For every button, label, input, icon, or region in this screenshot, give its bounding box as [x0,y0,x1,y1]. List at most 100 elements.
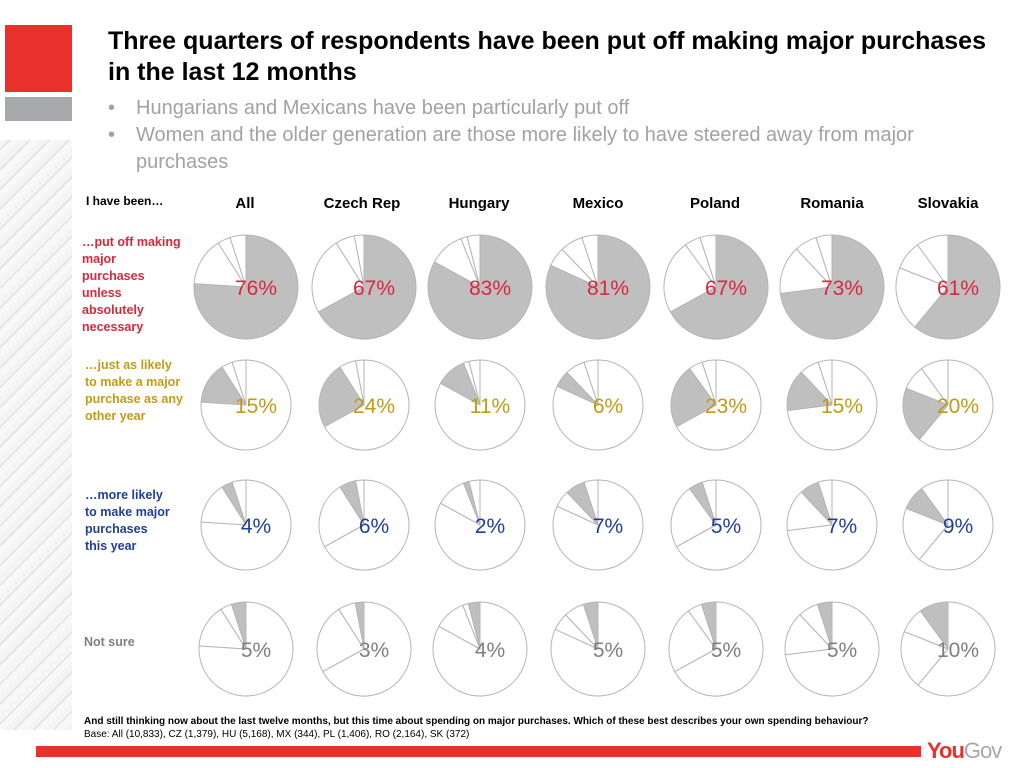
pie-value-label: 5% [827,639,857,662]
pie-value-label: 15% [235,395,277,418]
pie-slice-just-as-likely-to-make-a [670,487,717,548]
pie-slice-just-as-likely-to-make-a [193,242,247,288]
pie-value-label: 7% [827,515,857,538]
pie-czech-rep-row-1: 67% [311,234,417,340]
pie-slice-put-off-making-major-pur [918,479,994,571]
bullet-item: Hungarians and Mexicans have been partic… [108,95,988,122]
pie-slice-just-as-likely-to-make-a [902,507,949,561]
pie-value-label: 6% [593,395,623,418]
row-label-not-sure: Not sure [84,635,135,649]
base-sizes: Base: All (10,833), CZ (1,379), HU (5,16… [84,729,470,740]
pie-slice-put-off-making-major-pur [779,234,885,340]
pie-value-label: 23% [705,395,747,418]
pie-poland-row-1: 67% [663,234,769,340]
pie-value-label: 24% [353,395,395,418]
yougov-logo: YouGov [927,738,1002,764]
pie-slice-put-off-making-major-pur [675,479,762,571]
pie-poland-row-4: 5% [668,601,764,697]
pie-value-label: 10% [937,639,979,662]
pie-slice-put-off-making-major-pur [434,359,526,451]
pie-mexico-row-3: 7% [552,479,644,571]
pie-slovakia-row-1: 61% [895,234,1001,340]
pie-slice-just-as-likely-to-make-a [902,387,949,441]
logo-gov: Gov [963,738,1002,763]
pie-mexico-row-4: 5% [550,601,646,697]
pie-value-label: 61% [937,277,979,300]
column-header-hungary: Hungary [448,195,510,212]
pie-slice-just-as-likely-to-make-a [318,486,365,548]
footer-bar [36,746,921,757]
pie-slice-put-off-making-major-pur [917,601,996,697]
pie-slice-put-off-making-major-pur [914,234,1001,340]
pie-slice-put-off-making-major-pur [322,601,412,697]
column-header-poland: Poland [689,195,740,212]
column-header-slovakia: Slovakia [917,195,979,212]
pie-romania-row-3: 7% [786,479,878,571]
pie-value-label: 6% [359,515,389,538]
pie-slice-put-off-making-major-pur [200,479,292,571]
pie-slice-just-as-likely-to-make-a [311,242,365,313]
pie-poland-row-2: 23% [670,359,762,451]
bullet-item: Women and the older generation are those… [108,122,988,176]
pie-all-row-2: 15% [200,359,292,451]
pie-value-label: 5% [241,639,271,662]
pie-value-label: 67% [353,277,395,300]
pie-value-label: 3% [359,639,389,662]
pie-slice-put-off-making-major-pur [323,479,410,571]
pie-slice-just-as-likely-to-make-a [318,366,365,428]
pie-slice-put-off-making-major-pur [552,479,644,571]
pie-slice-put-off-making-major-pur [552,359,644,451]
pie-all-row-4: 5% [198,601,294,697]
pie-poland-row-3: 5% [670,479,762,571]
pie-slice-put-off-making-major-pur [918,359,994,451]
pie-hungary-row-3: 2% [434,479,526,571]
pie-value-label: 67% [705,277,747,300]
pie-value-label: 5% [593,639,623,662]
pie-slice-put-off-making-major-pur [675,359,762,451]
row-label-just-as-likely: …just as likely to make a major purchase… [85,358,183,423]
pie-slovakia-row-3: 9% [902,479,994,571]
pie-slice-put-off-making-major-pur [432,601,528,697]
column-header-mexico: Mexico [572,195,624,212]
pie-slice-put-off-making-major-pur [784,601,880,697]
pie-slice-put-off-making-major-pur [786,479,878,571]
pie-slice-put-off-making-major-pur [669,234,769,340]
pie-value-label: 11% [470,395,510,418]
brand-grey-block [5,97,72,121]
pie-value-label: 20% [937,395,979,418]
pie-value-label: 5% [711,639,741,662]
pie-value-label: 5% [711,515,741,538]
pie-hungary-row-2: 11% [434,359,526,451]
pie-value-label: 9% [943,515,973,538]
pie-value-label: 7% [593,515,623,538]
brand-red-block [5,25,72,92]
pie-mexico-row-2: 6% [552,359,644,451]
pie-slice-just-as-likely-to-make-a [895,267,949,328]
pie-hungary-row-1: 83% [427,234,533,340]
pie-slice-put-off-making-major-pur [193,234,299,340]
column-header-romania: Romania [800,195,864,212]
pie-slovakia-row-4: 10% [900,601,996,697]
pie-all-row-1: 76% [193,234,299,340]
pie-czech-rep-row-2: 24% [318,359,410,451]
pie-slovakia-row-2: 20% [902,359,994,451]
row-label-more-likely: …more likely to make major purchases thi… [85,488,170,553]
pie-slice-put-off-making-major-pur [434,479,526,571]
row-label-put-off: …put off making major purchases unless a… [82,235,181,334]
pie-value-label: 2% [475,515,505,538]
pie-value-label: 83% [469,277,511,300]
row-header: I have been… [86,194,164,208]
pie-slice-put-off-making-major-pur [317,234,417,340]
pie-value-label: 81% [587,277,629,300]
slide-title: Three quarters of respondents have been … [108,27,986,86]
column-header-all: All [235,195,255,212]
column-header-czech-rep: Czech Rep [323,195,401,212]
pie-romania-row-4: 5% [784,601,880,697]
pie-slice-put-off-making-major-pur [550,601,646,697]
pie-slice-just-as-likely-to-make-a [670,367,717,428]
survey-question: And still thinking now about the last tw… [84,716,869,727]
pie-czech-rep-row-3: 6% [318,479,410,571]
logo-you: You [927,738,965,763]
pie-hungary-row-4: 4% [432,601,528,697]
